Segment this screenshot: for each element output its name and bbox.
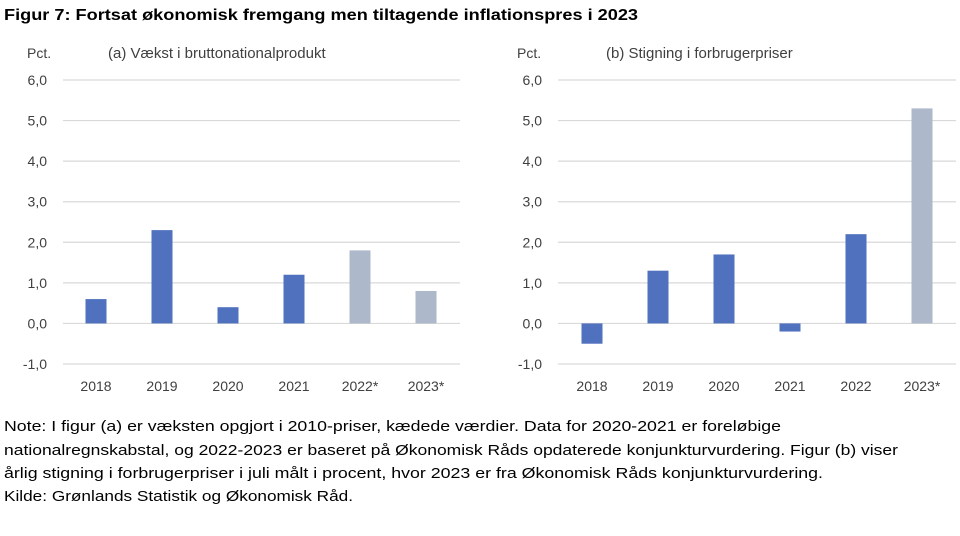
bar-2022 [349, 250, 371, 324]
bar-2023 [415, 290, 437, 324]
x-tick-label: 2021 [774, 378, 805, 394]
x-tick-label: 2023* [904, 378, 941, 394]
bar-2022 [845, 234, 867, 324]
chart-title: (a) Vækst i bruttonationalprodukt [108, 45, 326, 62]
y-tick-label: 5,0 [523, 113, 543, 129]
y-tick-label: 2,0 [28, 234, 48, 250]
y-tick-label: -1,0 [23, 356, 47, 372]
y-tick-label: 5,0 [28, 113, 48, 129]
x-tick-label: 2022* [342, 378, 379, 394]
bar-2018 [581, 323, 603, 344]
note-line-2: nationalregnskabstal, og 2022-2023 er ba… [4, 442, 898, 459]
note-line-3: årlig stigning i forbrugerpriser i juli … [4, 465, 823, 482]
x-tick-label: 2019 [146, 378, 177, 394]
y-tick-label: 6,0 [28, 72, 48, 88]
x-tick-label: 2018 [576, 378, 607, 394]
y-tick-label: 3,0 [523, 194, 543, 210]
x-tick-label: 2019 [642, 378, 673, 394]
x-tick-label: 2023* [408, 378, 445, 394]
x-tick-label: 2021 [278, 378, 309, 394]
x-tick-label: 2020 [708, 378, 739, 394]
x-tick-label: 2020 [212, 378, 243, 394]
chart-b: Pct. (b) Stigning i forbrugerpriser -1,0 0,… [517, 45, 956, 394]
chart-title: (b) Stigning i forbrugerpriser [606, 45, 793, 62]
y-tick-label: 2,0 [523, 234, 543, 250]
y-axis-label: Pct. [27, 45, 51, 61]
x-tick-label: 2018 [80, 378, 111, 394]
y-tick-label: 3,0 [28, 194, 48, 210]
bar-2020 [713, 254, 735, 324]
figure-title: Figur 7: Fortsat økonomisk fremgang men … [4, 7, 638, 24]
y-tick-label: 4,0 [28, 153, 48, 169]
bar-2020 [217, 307, 239, 324]
bar-2021 [283, 274, 305, 324]
bar-2018 [85, 299, 107, 324]
y-tick-label: 6,0 [523, 72, 543, 88]
note-line-1: Note: I figur (a) er væksten opgjort i 2… [4, 418, 781, 435]
y-axis-label: Pct. [517, 45, 541, 61]
bar-2019 [647, 270, 669, 324]
y-tick-label: 1,0 [523, 275, 543, 291]
y-tick-label: 0,0 [28, 315, 48, 331]
bar-2021 [779, 323, 801, 332]
bar-2019 [151, 230, 173, 324]
chart-a: Pct. (a) Vækst i bruttonationalprodukt -1,… [23, 45, 460, 394]
y-tick-label: 4,0 [523, 153, 543, 169]
y-tick-label: 0,0 [523, 315, 543, 331]
y-tick-label: 1,0 [28, 275, 48, 291]
source-line: Kilde: Grønlands Statistik og Økonomisk … [4, 488, 353, 505]
x-tick-label: 2022 [840, 378, 871, 394]
y-tick-label: -1,0 [518, 356, 542, 372]
bar-2023 [911, 108, 933, 324]
